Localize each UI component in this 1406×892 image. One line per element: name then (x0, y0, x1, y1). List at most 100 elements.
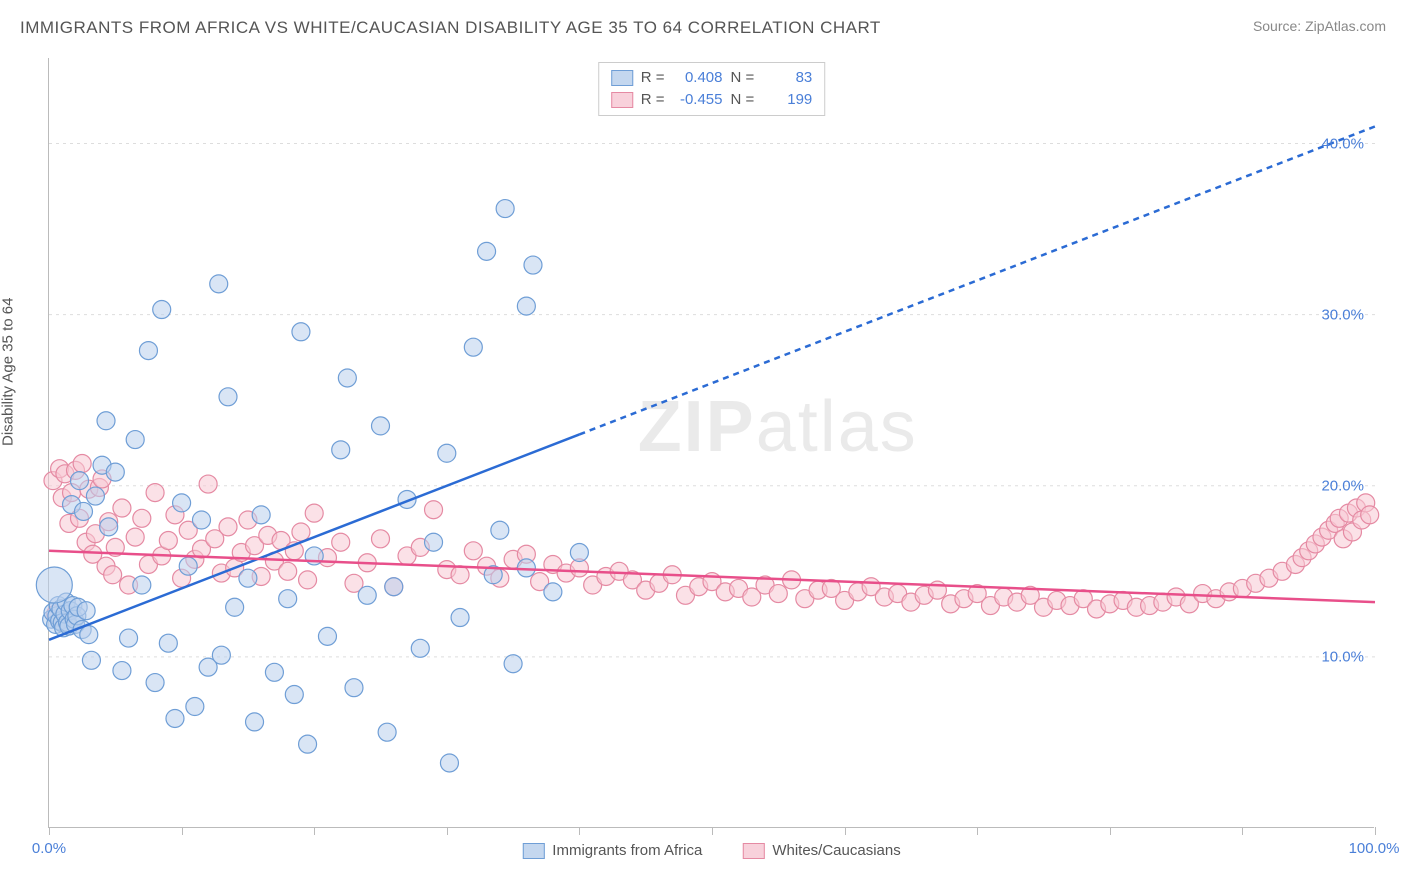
data-point (153, 301, 171, 319)
data-point (192, 511, 210, 529)
data-point (372, 417, 390, 435)
r-value-0: 0.408 (673, 67, 723, 89)
data-point (246, 713, 264, 731)
data-point (139, 342, 157, 360)
xtick (712, 827, 713, 835)
data-point (332, 533, 350, 551)
xtick (977, 827, 978, 835)
ytick-label: 20.0% (1321, 477, 1364, 494)
data-point (97, 412, 115, 430)
data-point (199, 475, 217, 493)
ytick-label: 10.0% (1321, 648, 1364, 665)
data-point (113, 499, 131, 517)
data-point (173, 494, 191, 512)
data-point (104, 566, 122, 584)
data-point (226, 598, 244, 616)
data-point (113, 662, 131, 680)
legend-swatch-1 (742, 843, 764, 859)
data-point (425, 533, 443, 551)
data-point (504, 655, 522, 673)
plot-area: ZIPatlas R = 0.408 N = 83 R = -0.455 N =… (48, 58, 1374, 828)
data-point (133, 576, 151, 594)
data-point (318, 627, 336, 645)
data-point (440, 754, 458, 772)
legend-bottom: Immigrants from Africa Whites/Caucasians (522, 842, 900, 859)
data-point (299, 571, 317, 589)
data-point (100, 518, 118, 536)
xtick (49, 827, 50, 835)
n-label: N = (731, 89, 755, 111)
data-point (438, 444, 456, 462)
title-bar: IMMIGRANTS FROM AFRICA VS WHITE/CAUCASIA… (20, 18, 1386, 48)
data-point (210, 275, 228, 293)
data-point (345, 679, 363, 697)
data-point (464, 338, 482, 356)
data-point (73, 455, 91, 473)
r-value-1: -0.455 (673, 89, 723, 111)
data-point (496, 200, 514, 218)
data-point (769, 585, 787, 603)
data-point (126, 528, 144, 546)
data-point (524, 256, 542, 274)
xtick (1110, 827, 1111, 835)
data-point (219, 388, 237, 406)
n-label: N = (731, 67, 755, 89)
data-point (219, 518, 237, 536)
data-point (378, 723, 396, 741)
data-point (385, 578, 403, 596)
legend-label-1: Whites/Caucasians (772, 842, 900, 859)
xtick-label-right: 100.0% (1349, 840, 1400, 857)
data-point (478, 242, 496, 260)
r-label: R = (641, 67, 665, 89)
data-point (292, 523, 310, 541)
data-point (1361, 506, 1379, 524)
xtick (845, 827, 846, 835)
stats-row-series-0: R = 0.408 N = 83 (611, 67, 813, 89)
data-point (332, 441, 350, 459)
xtick (447, 827, 448, 835)
data-point (544, 583, 562, 601)
data-point (285, 686, 303, 704)
ytick-label: 30.0% (1321, 306, 1364, 323)
data-point (358, 586, 376, 604)
data-point (451, 609, 469, 627)
data-point (372, 530, 390, 548)
data-point (411, 639, 429, 657)
legend-swatch-0 (522, 843, 544, 859)
data-point (305, 504, 323, 522)
n-value-1: 199 (762, 89, 812, 111)
data-point (146, 674, 164, 692)
data-point (179, 557, 197, 575)
stats-box: R = 0.408 N = 83 R = -0.455 N = 199 (598, 62, 826, 116)
data-point (77, 602, 95, 620)
xtick (314, 827, 315, 835)
data-point (106, 463, 124, 481)
data-point (212, 646, 230, 664)
legend-item-1: Whites/Caucasians (742, 842, 900, 859)
data-point (166, 709, 184, 727)
legend-item-0: Immigrants from Africa (522, 842, 702, 859)
stats-row-series-1: R = -0.455 N = 199 (611, 89, 813, 111)
data-point (146, 484, 164, 502)
y-axis-label: Disability Age 35 to 64 (0, 298, 17, 446)
xtick-label-left: 0.0% (32, 840, 66, 857)
data-point (292, 323, 310, 341)
swatch-series-0 (611, 70, 633, 86)
data-point (252, 506, 270, 524)
data-point (74, 502, 92, 520)
data-point (82, 651, 100, 669)
data-point (570, 544, 588, 562)
data-point (265, 663, 283, 681)
source-attribution: Source: ZipAtlas.com (1253, 18, 1386, 34)
data-point (80, 626, 98, 644)
data-point (338, 369, 356, 387)
xtick (182, 827, 183, 835)
data-point (464, 542, 482, 560)
data-point (186, 698, 204, 716)
xtick (1375, 827, 1376, 835)
ytick-label: 40.0% (1321, 135, 1364, 152)
chart-svg (49, 58, 1374, 827)
data-point (126, 431, 144, 449)
data-point (451, 566, 469, 584)
swatch-series-1 (611, 92, 633, 108)
